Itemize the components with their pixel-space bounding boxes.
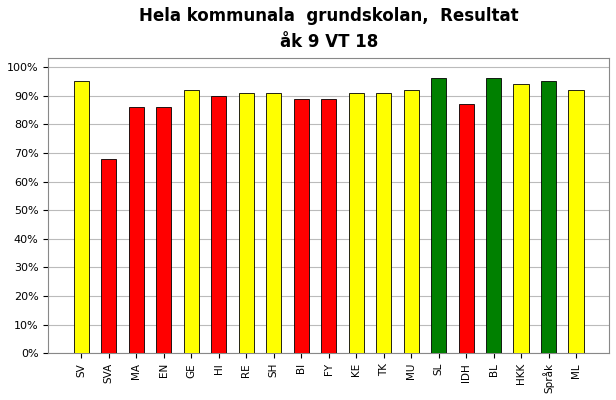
Bar: [431, 78, 446, 353]
Bar: [266, 93, 282, 353]
Bar: [238, 93, 254, 353]
Bar: [294, 98, 309, 353]
Bar: [349, 93, 363, 353]
Bar: [486, 78, 501, 353]
Title: Hela kommunala  grundskolan,  Resultat
åk 9 VT 18: Hela kommunala grundskolan, Resultat åk …: [139, 7, 519, 51]
Bar: [403, 90, 419, 353]
Bar: [458, 104, 474, 353]
Bar: [321, 98, 336, 353]
Bar: [569, 90, 583, 353]
Bar: [74, 81, 89, 353]
Bar: [156, 107, 171, 353]
Bar: [129, 107, 144, 353]
Bar: [101, 159, 116, 353]
Bar: [184, 90, 199, 353]
Bar: [376, 93, 391, 353]
Bar: [541, 81, 556, 353]
Bar: [211, 96, 226, 353]
Bar: [514, 84, 529, 353]
